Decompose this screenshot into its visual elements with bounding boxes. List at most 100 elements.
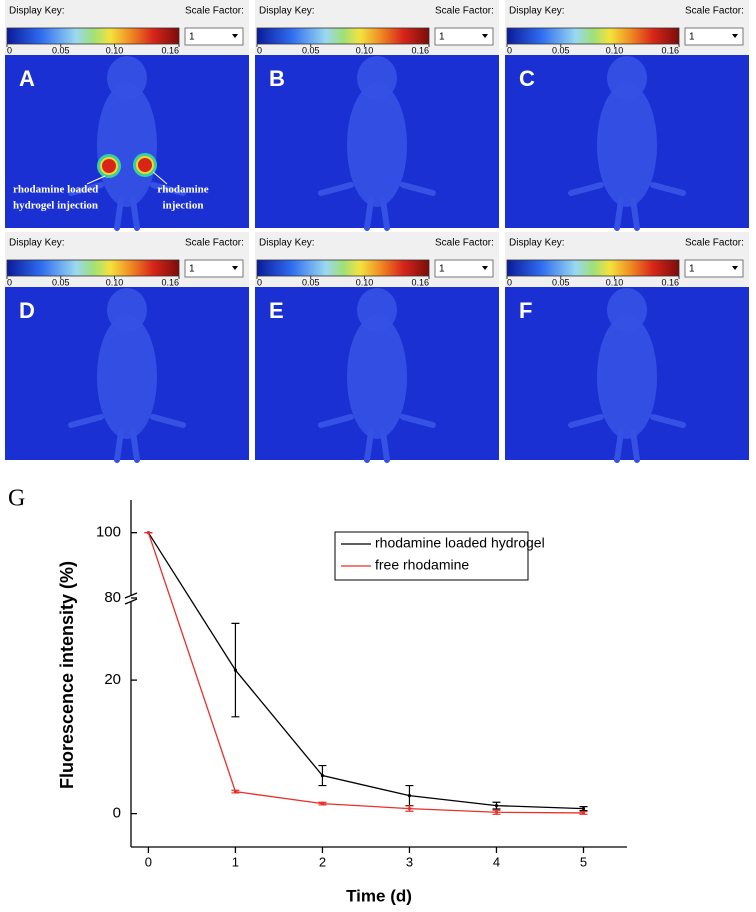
panel-letter: B xyxy=(269,66,285,91)
x-tick-label: 4 xyxy=(493,854,500,869)
colorbar xyxy=(256,27,430,45)
scale-factor-label: Scale Factor: xyxy=(185,6,244,17)
colorbar xyxy=(6,27,180,45)
colorbar-tick-label: 0 xyxy=(7,45,12,55)
scale-dropdown-value: 1 xyxy=(189,32,195,43)
scale-dropdown[interactable] xyxy=(184,259,244,278)
scale-dropdown[interactable] xyxy=(684,27,744,46)
colorbar-tick-label: 0.16 xyxy=(661,277,679,287)
colorbar xyxy=(6,259,180,277)
scale-dropdown[interactable] xyxy=(684,259,744,278)
colorbar-tick-label: 0.05 xyxy=(302,277,320,287)
colorbar-tick-label: 0.05 xyxy=(52,277,70,287)
colorbar-tick-label: 0.10 xyxy=(606,45,624,55)
scale-factor-label: Scale Factor: xyxy=(185,238,244,249)
data-point xyxy=(233,789,238,794)
display-key-label: Display Key: xyxy=(259,6,315,17)
mouse-legs xyxy=(568,182,686,231)
panel-letter: A xyxy=(19,66,35,91)
dropdown-arrow xyxy=(232,266,238,270)
colorbar-tick-label: 0.16 xyxy=(161,277,179,287)
mouse-body xyxy=(347,315,407,439)
colorbar-tick-label: 0 xyxy=(507,45,512,55)
mouse-head xyxy=(607,56,647,100)
x-tick-label: 2 xyxy=(319,854,326,869)
colorbar-tick-label: 0.05 xyxy=(52,45,70,55)
hotspot xyxy=(138,158,152,172)
data-point xyxy=(320,773,325,778)
colorbar-tick-label: 0.16 xyxy=(411,45,429,55)
legend-label: rhodamine loaded hydrogel xyxy=(375,535,545,551)
data-point xyxy=(581,811,586,815)
data-point xyxy=(407,793,412,798)
display-key-label: Display Key: xyxy=(259,238,315,249)
scale-dropdown[interactable] xyxy=(434,27,494,46)
mouse-head xyxy=(357,56,397,100)
colorbar-tick-label: 0.10 xyxy=(106,277,124,287)
colorbar xyxy=(256,259,430,277)
mouse-head xyxy=(107,56,147,100)
annotation: rhodamine xyxy=(157,184,208,196)
colorbar-tick-label: 0 xyxy=(507,277,512,287)
data-point xyxy=(494,804,499,808)
x-tick-label: 1 xyxy=(232,854,239,869)
imaging-panel: Display Key: Scale Factor: 0 0.05 0.10 0.16 1 A… xyxy=(5,0,249,231)
dropdown-arrow xyxy=(482,266,488,270)
scale-dropdown[interactable] xyxy=(184,27,244,46)
mouse-body xyxy=(597,83,657,207)
scale-factor-label: Scale Factor: xyxy=(685,6,744,17)
data-point xyxy=(320,802,325,806)
panel-letter: F xyxy=(519,298,532,323)
scale-factor-label: Scale Factor: xyxy=(685,238,744,249)
display-key-label: Display Key: xyxy=(509,6,565,17)
data-point xyxy=(581,807,586,811)
imaging-panel: Display Key: Scale Factor: 0 0.05 0.10 0.16 1 D xyxy=(5,232,249,463)
colorbar-tick-label: 0 xyxy=(257,45,262,55)
scale-dropdown-value: 1 xyxy=(439,32,445,43)
mouse-legs xyxy=(318,182,436,231)
y-tick-label: 0 xyxy=(113,805,121,822)
mouse-body xyxy=(97,83,157,207)
colorbar-tick-label: 0.05 xyxy=(302,45,320,55)
colorbar xyxy=(506,27,680,45)
x-tick-label: 0 xyxy=(145,854,152,869)
imaging-panel: Display Key: Scale Factor: 0 0.05 0.10 0.16 1 E xyxy=(255,232,499,463)
panel-letter: D xyxy=(19,298,35,323)
display-key-label: Display Key: xyxy=(9,6,65,17)
mouse-legs xyxy=(68,182,186,231)
axis-break xyxy=(124,592,138,605)
y-axis-label: Fluorescence intensity (%) xyxy=(57,561,77,789)
scale-dropdown-value: 1 xyxy=(689,32,695,43)
imaging-panel: Display Key: Scale Factor: 0 0.05 0.10 0.16 1 C xyxy=(505,0,749,231)
x-tick-label: 5 xyxy=(580,854,587,869)
mouse-head xyxy=(107,288,147,332)
annotation: injection xyxy=(163,200,204,212)
y-tick-label: 80 xyxy=(104,589,121,606)
colorbar-tick-label: 0.10 xyxy=(356,277,374,287)
panel-letter: G xyxy=(8,486,25,512)
data-point xyxy=(407,807,412,811)
colorbar-tick-label: 0.16 xyxy=(161,45,179,55)
mouse-head xyxy=(357,288,397,332)
colorbar-tick-label: 0.05 xyxy=(552,277,570,287)
colorbar-tick-label: 0 xyxy=(257,277,262,287)
data-point xyxy=(233,668,238,672)
y-tick-label: 20 xyxy=(104,671,121,688)
colorbar-tick-label: 0 xyxy=(7,277,12,287)
annotation-leader xyxy=(152,171,168,185)
scale-dropdown[interactable] xyxy=(434,259,494,278)
mouse-legs xyxy=(318,414,436,463)
dropdown-arrow xyxy=(482,34,488,38)
y-tick-label: 100 xyxy=(96,524,121,541)
series-line xyxy=(147,532,584,810)
scale-dropdown-value: 1 xyxy=(189,264,195,275)
imaging-panel: Display Key: Scale Factor: 0 0.05 0.10 0.16 1 B xyxy=(255,0,499,231)
colorbar-tick-label: 0.16 xyxy=(411,277,429,287)
scale-dropdown-value: 1 xyxy=(439,264,445,275)
colorbar-tick-label: 0.10 xyxy=(606,277,624,287)
mouse-legs xyxy=(568,414,686,463)
annotation: hydrogel injection xyxy=(13,200,98,212)
panel-letter: E xyxy=(269,298,284,323)
data-point xyxy=(146,531,151,535)
